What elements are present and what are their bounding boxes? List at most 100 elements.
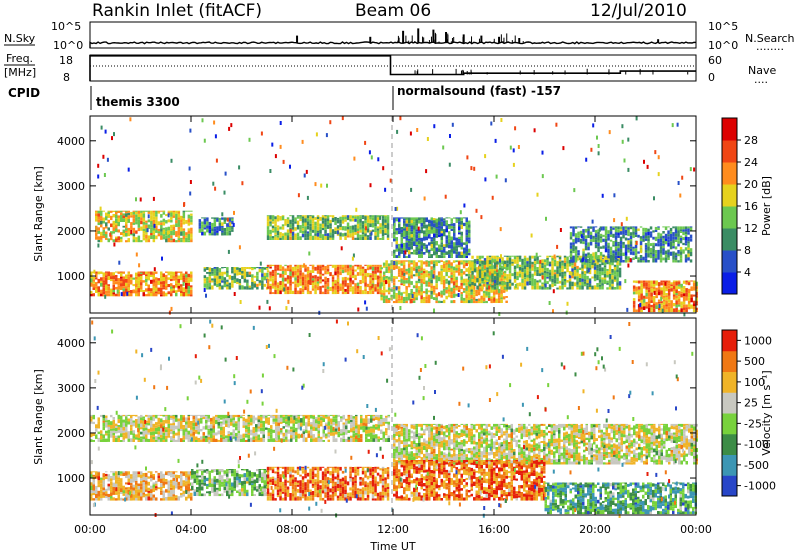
range-cell: [558, 268, 562, 273]
range-cell: [307, 433, 310, 438]
range-cell: [155, 211, 158, 215]
range-cell: [435, 235, 438, 238]
range-cell: [538, 268, 542, 271]
range-cell: [430, 294, 433, 299]
range-cell: [533, 258, 537, 261]
range-cell: [256, 286, 259, 290]
range-cell: [410, 234, 413, 238]
range-cell: [674, 260, 678, 263]
range-cell: [272, 429, 275, 433]
range-cell: [309, 272, 312, 276]
range-cell: [276, 267, 280, 271]
range-cell: [324, 266, 327, 271]
range-cell: [339, 286, 342, 291]
range-cell: [190, 237, 193, 240]
range-cell: [395, 237, 398, 241]
range-cell: [460, 279, 463, 283]
range-cell: [245, 418, 248, 423]
range-cell: [105, 226, 108, 229]
range-cell: [100, 489, 103, 494]
range-cell: [407, 273, 411, 277]
range-cell: [402, 265, 406, 270]
range-cell: [659, 253, 663, 258]
range-cell: [586, 285, 589, 290]
range-cell: [112, 284, 115, 288]
range-cell: [598, 282, 602, 285]
freq-left-tick-top: 18: [59, 54, 73, 67]
range-cell: [563, 285, 567, 288]
range-cell: [102, 495, 105, 498]
range-cell: [322, 440, 325, 442]
range-cell: [326, 268, 330, 272]
range-cell: [142, 426, 145, 428]
range-cell: [95, 232, 98, 237]
range-cell: [274, 223, 277, 227]
range-cell: [647, 287, 651, 290]
range-cell: [107, 272, 110, 277]
scatter-cell: [382, 166, 385, 171]
range-cell: [652, 254, 655, 257]
range-cell: [284, 271, 287, 275]
range-cell: [548, 269, 552, 273]
range-cell: [692, 303, 696, 306]
range-cell: [269, 264, 272, 266]
range-cell: [336, 270, 340, 274]
range-cell: [642, 298, 646, 303]
range-cell: [457, 289, 461, 292]
range-cell: [206, 272, 209, 274]
range-cell: [647, 228, 650, 232]
range-cell: [324, 276, 327, 281]
range-cell: [387, 292, 391, 295]
range-cell: [262, 438, 265, 442]
scatter-cell: [416, 128, 419, 132]
range-cell: [443, 252, 446, 256]
range-cell: [433, 237, 436, 242]
range-cell: [312, 414, 315, 416]
range-cell: [165, 415, 168, 420]
range-cell: [531, 267, 534, 271]
range-cell: [408, 231, 411, 236]
range-cell: [496, 285, 499, 290]
range-cell: [122, 430, 125, 433]
range-cell: [162, 277, 165, 282]
range-cell: [311, 278, 315, 281]
range-cell: [347, 414, 350, 417]
range-cell: [427, 273, 431, 276]
range-cell: [289, 279, 292, 284]
range-cell: [122, 422, 125, 427]
range-cell: [624, 233, 628, 236]
range-cell: [531, 256, 534, 259]
range-cell: [110, 492, 113, 496]
range-cell: [403, 218, 406, 221]
range-cell: [327, 419, 330, 422]
scatter-cell: [227, 249, 230, 254]
range-cell: [137, 227, 141, 232]
range-cell: [190, 421, 193, 424]
range-cell: [132, 214, 136, 219]
range-cell: [167, 210, 171, 212]
range-cell: [291, 226, 295, 230]
range-cell: [533, 261, 537, 264]
range-cell: [447, 260, 451, 265]
range-cell: [497, 295, 501, 298]
range-cell: [349, 270, 352, 275]
range-cell: [207, 430, 210, 435]
range-cell: [430, 241, 433, 244]
range-cell: [262, 414, 265, 416]
range-cell: [617, 246, 620, 249]
range-cell: [634, 234, 638, 237]
scatter-cell: [484, 177, 487, 182]
range-cell: [341, 286, 345, 290]
range-cell: [612, 256, 615, 261]
scatter-cell: [113, 132, 115, 137]
range-cell: [662, 301, 666, 305]
range-cell: [682, 249, 685, 254]
range-cell: [170, 288, 173, 292]
range-cell: [369, 223, 372, 228]
range-cell: [285, 416, 288, 420]
range-cell: [125, 475, 128, 479]
range-cell: [417, 289, 421, 294]
range-cell: [592, 260, 595, 263]
range-cell: [299, 290, 302, 295]
range-cell: [341, 291, 345, 295]
